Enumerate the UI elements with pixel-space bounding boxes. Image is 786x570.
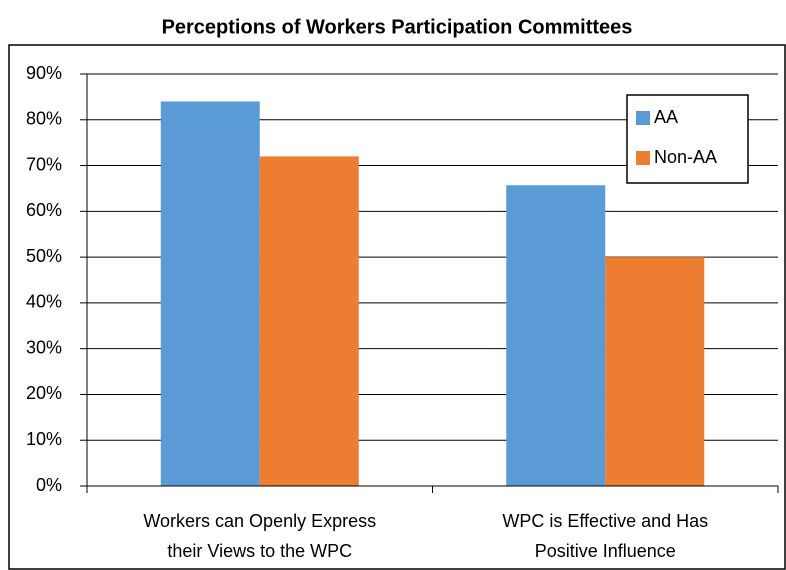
y-tick-label: 0% bbox=[36, 475, 62, 495]
y-tick-label: 30% bbox=[26, 337, 62, 357]
x-tick-label: Positive Influence bbox=[535, 541, 676, 561]
chart-frame bbox=[8, 44, 786, 570]
x-tick-label: WPC is Effective and Has bbox=[502, 511, 708, 531]
bar bbox=[160, 101, 260, 486]
y-tick-label: 90% bbox=[26, 63, 62, 83]
y-tick-label: 40% bbox=[26, 292, 62, 312]
y-tick-label: 70% bbox=[26, 154, 62, 174]
y-tick-label: 50% bbox=[26, 246, 62, 266]
y-tick-label: 80% bbox=[26, 109, 62, 129]
y-tick-label: 60% bbox=[26, 200, 62, 220]
y-tick-label: 10% bbox=[26, 429, 62, 449]
x-tick-label: their Views to the WPC bbox=[167, 541, 352, 561]
y-tick-label: 20% bbox=[26, 383, 62, 403]
x-tick-label: Workers can Openly Express bbox=[143, 511, 376, 531]
legend-label: Non-AA bbox=[654, 147, 717, 167]
bar bbox=[605, 257, 705, 486]
legend-label: AA bbox=[654, 107, 678, 127]
legend-swatch bbox=[636, 151, 650, 165]
bar bbox=[506, 185, 606, 487]
legend-swatch bbox=[636, 111, 650, 125]
bar bbox=[259, 156, 359, 486]
legend-box bbox=[626, 94, 749, 184]
chart-title: Perceptions of Workers Participation Com… bbox=[162, 16, 633, 38]
